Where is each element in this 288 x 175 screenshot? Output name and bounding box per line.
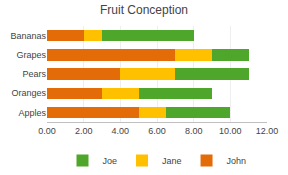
svg-text:Pears: Pears [22,69,46,79]
svg-text:Joe: Joe [103,156,118,166]
svg-text:8.00: 8.00 [185,126,203,136]
svg-text:Grapes: Grapes [16,50,46,60]
svg-text:10.00: 10.00 [219,126,242,136]
svg-text:4.00: 4.00 [112,126,130,136]
svg-text:12.00: 12.00 [256,126,279,136]
svg-text:6.00: 6.00 [148,126,166,136]
svg-text:2.00: 2.00 [75,126,93,136]
svg-text:0.00: 0.00 [38,126,56,136]
svg-text:Jane: Jane [162,156,182,166]
svg-text:Apples: Apples [18,108,46,118]
svg-text:Fruit Conception: Fruit Conception [100,3,188,17]
svg-text:Bananas: Bananas [10,31,46,41]
svg-text:John: John [227,156,247,166]
svg-text:Oranges: Oranges [11,88,46,98]
